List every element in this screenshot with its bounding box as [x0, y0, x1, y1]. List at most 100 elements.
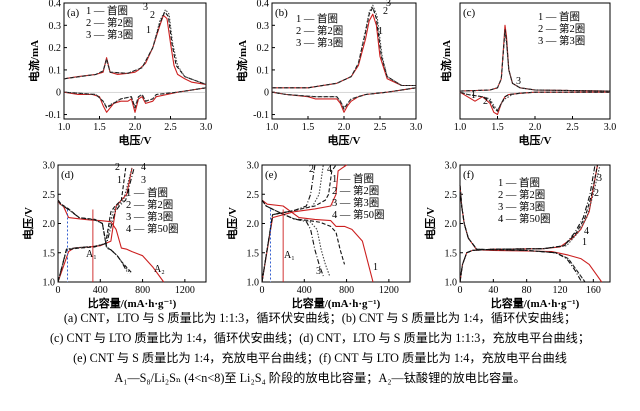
curve-label: 4	[584, 226, 589, 237]
series-line	[63, 87, 207, 113]
y-axis-label: 电压/V	[21, 207, 35, 240]
x-axis-label: 比容量/(mA·h·g⁻¹)	[491, 296, 580, 310]
series-line	[57, 167, 135, 283]
curve-label: 1	[582, 237, 587, 248]
series-line	[261, 199, 324, 277]
legend-entry: 1 — 首圈	[498, 176, 540, 189]
legend-entry: 2 — 第2圈	[296, 24, 343, 37]
legend-entry: 4 — 第50圈	[498, 212, 551, 225]
series-line	[271, 87, 417, 110]
y-axis-label: 电压/V	[225, 207, 239, 240]
x-axis-label: 比容量/(mA·h·g⁻¹)	[292, 296, 381, 310]
series-line	[261, 164, 347, 283]
legend-entry: 4 — 第50圈	[332, 208, 385, 221]
series-line	[57, 199, 131, 274]
x-axis-label: 电压/V	[328, 133, 361, 147]
plot-frame	[271, 2, 417, 120]
series-line	[459, 185, 583, 283]
chart-f: 0 40 80 120 160 1.0 1.5 2.0 2.5 3.0 比容量/(mA·h·g⁻¹)…	[423, 161, 611, 310]
y-tick-label: 1.5	[445, 248, 458, 259]
y-tick-label: 1.5	[43, 248, 56, 259]
y-tick-label: 2.0	[43, 219, 56, 230]
x-tick-label: 1.5	[302, 122, 315, 133]
series-line	[271, 87, 417, 109]
panel-label: (f)	[463, 169, 474, 181]
panel-label: (d)	[61, 169, 74, 181]
x-tick-label: 1.0	[58, 122, 71, 133]
x-tick-label: 1.0	[454, 122, 467, 133]
y-axis-label: 电流/mA	[235, 40, 249, 82]
x-tick-label: 3.0	[200, 122, 213, 133]
x-tick-label: 160	[586, 285, 601, 296]
series-line	[459, 24, 611, 92]
legend-entry: 3 — 第3圈	[538, 34, 585, 47]
caption-line-3: (e) CNT 与 S 质量比为 1:4，充放电平台曲线；(f) CNT 与 L…	[73, 351, 567, 365]
y-tick-label: 1.0	[445, 278, 458, 289]
curve-label: 1	[378, 26, 383, 37]
y-tick-label: 3.0	[247, 161, 260, 172]
y-tick-label: 1.0	[247, 278, 260, 289]
curve-label: 3	[386, 0, 391, 9]
y-tick-label: 1.5	[247, 248, 260, 259]
chart-d: 0 400 800 1200 1.0 1.5 2.0 2.5 3.0 比容量/(mA·h·g⁻¹)…	[21, 161, 207, 310]
y-tick-label: -0.1	[45, 110, 61, 121]
y-tick-label: 0.1	[49, 65, 62, 76]
legend-entry: 2 — 第2圈	[126, 198, 173, 211]
y-tick-label: 2.5	[247, 190, 260, 201]
y-tick-label: 0	[56, 88, 61, 99]
curve-label: 1	[117, 175, 122, 186]
panel-label: (a)	[67, 7, 80, 19]
y-tick-label: 0.3	[49, 21, 62, 32]
curve-label: 1	[146, 25, 151, 36]
curve-label: 3	[141, 175, 146, 186]
series-line	[57, 167, 127, 283]
x-tick-label: 800	[135, 285, 150, 296]
y-axis-label: 电压/V	[423, 207, 437, 240]
curve-label: 4	[327, 164, 332, 175]
legend-entry: 3 — 第3圈	[126, 210, 173, 223]
series-line	[459, 29, 611, 92]
panel-label: (e)	[265, 169, 278, 181]
x-tick-label: 40	[488, 285, 498, 296]
legend-entry: 1 — 首圈	[296, 12, 338, 25]
y-tick-label: 2.0	[445, 219, 458, 230]
y-axis-label: 电流/mA	[439, 40, 453, 82]
y-tick-label: 2.5	[445, 190, 458, 201]
caption-line-2: (c) CNT 与 LTO 质量比为 1:4，循环伏安曲线；(d) CNT，LT…	[49, 331, 591, 345]
series-line	[57, 199, 165, 283]
x-tick-label: 2.5	[566, 122, 579, 133]
legend-entry: 2 — 第2圈	[332, 184, 379, 197]
legend-entry: 1 — 首圈	[86, 4, 128, 17]
x-tick-label: 2.0	[529, 122, 542, 133]
x-tick-label: 2.0	[129, 122, 142, 133]
curve-label: 1	[471, 90, 476, 101]
caption-line-4: A₁—S₈/Li₂Sₙ (4<n<8)至 Li₂S₄ 阶段的放电比容量；A₂—钛…	[114, 371, 526, 385]
y-tick-label: 0.2	[257, 43, 270, 54]
x-tick-label: 0	[260, 285, 265, 296]
x-tick-label: 120	[553, 285, 568, 296]
caption-line-1: (a) CNT，LTO 与 S 质量比为 1:1:3，循环伏安曲线；(b) CN…	[63, 311, 577, 325]
series-line	[57, 199, 133, 274]
curve-label: 3	[143, 2, 148, 13]
curve-label: 4	[141, 162, 146, 173]
series-line	[272, 13, 416, 89]
legend-entry: 1 — 首圈	[126, 186, 168, 199]
x-axis-label: 比容量/(mA·h·g⁻¹)	[88, 296, 177, 310]
y-tick-label: 3.0	[445, 161, 458, 172]
y-tick-label: 0.1	[257, 65, 270, 76]
x-tick-label: 1.5	[491, 122, 504, 133]
x-tick-label: 3.0	[410, 122, 423, 133]
x-tick-label: 400	[297, 285, 312, 296]
curve-label: 1	[373, 262, 378, 273]
legend-entry: 3 — 第3圈	[498, 200, 545, 213]
x-tick-label: 1.5	[93, 122, 106, 133]
chart-a: 1.0 1.5 2.0 2.5 3.0 -0.1 0 0.1 0.2 0.3 0.4 电压/V 电流/m…	[27, 0, 212, 147]
legend-entry: 3 — 第3圈	[86, 28, 133, 41]
panel-label: (c)	[463, 7, 476, 19]
curve-label: 2	[150, 10, 155, 21]
figure-caption: (a) CNT，LTO 与 S 质量比为 1:1:3，循环伏安曲线；(b) CN…	[0, 308, 640, 388]
legend-entry: 1 — 首圈	[332, 172, 374, 185]
y-axis-label: 电流/mA	[27, 40, 41, 82]
series-line	[459, 164, 596, 283]
series-line	[459, 164, 599, 283]
